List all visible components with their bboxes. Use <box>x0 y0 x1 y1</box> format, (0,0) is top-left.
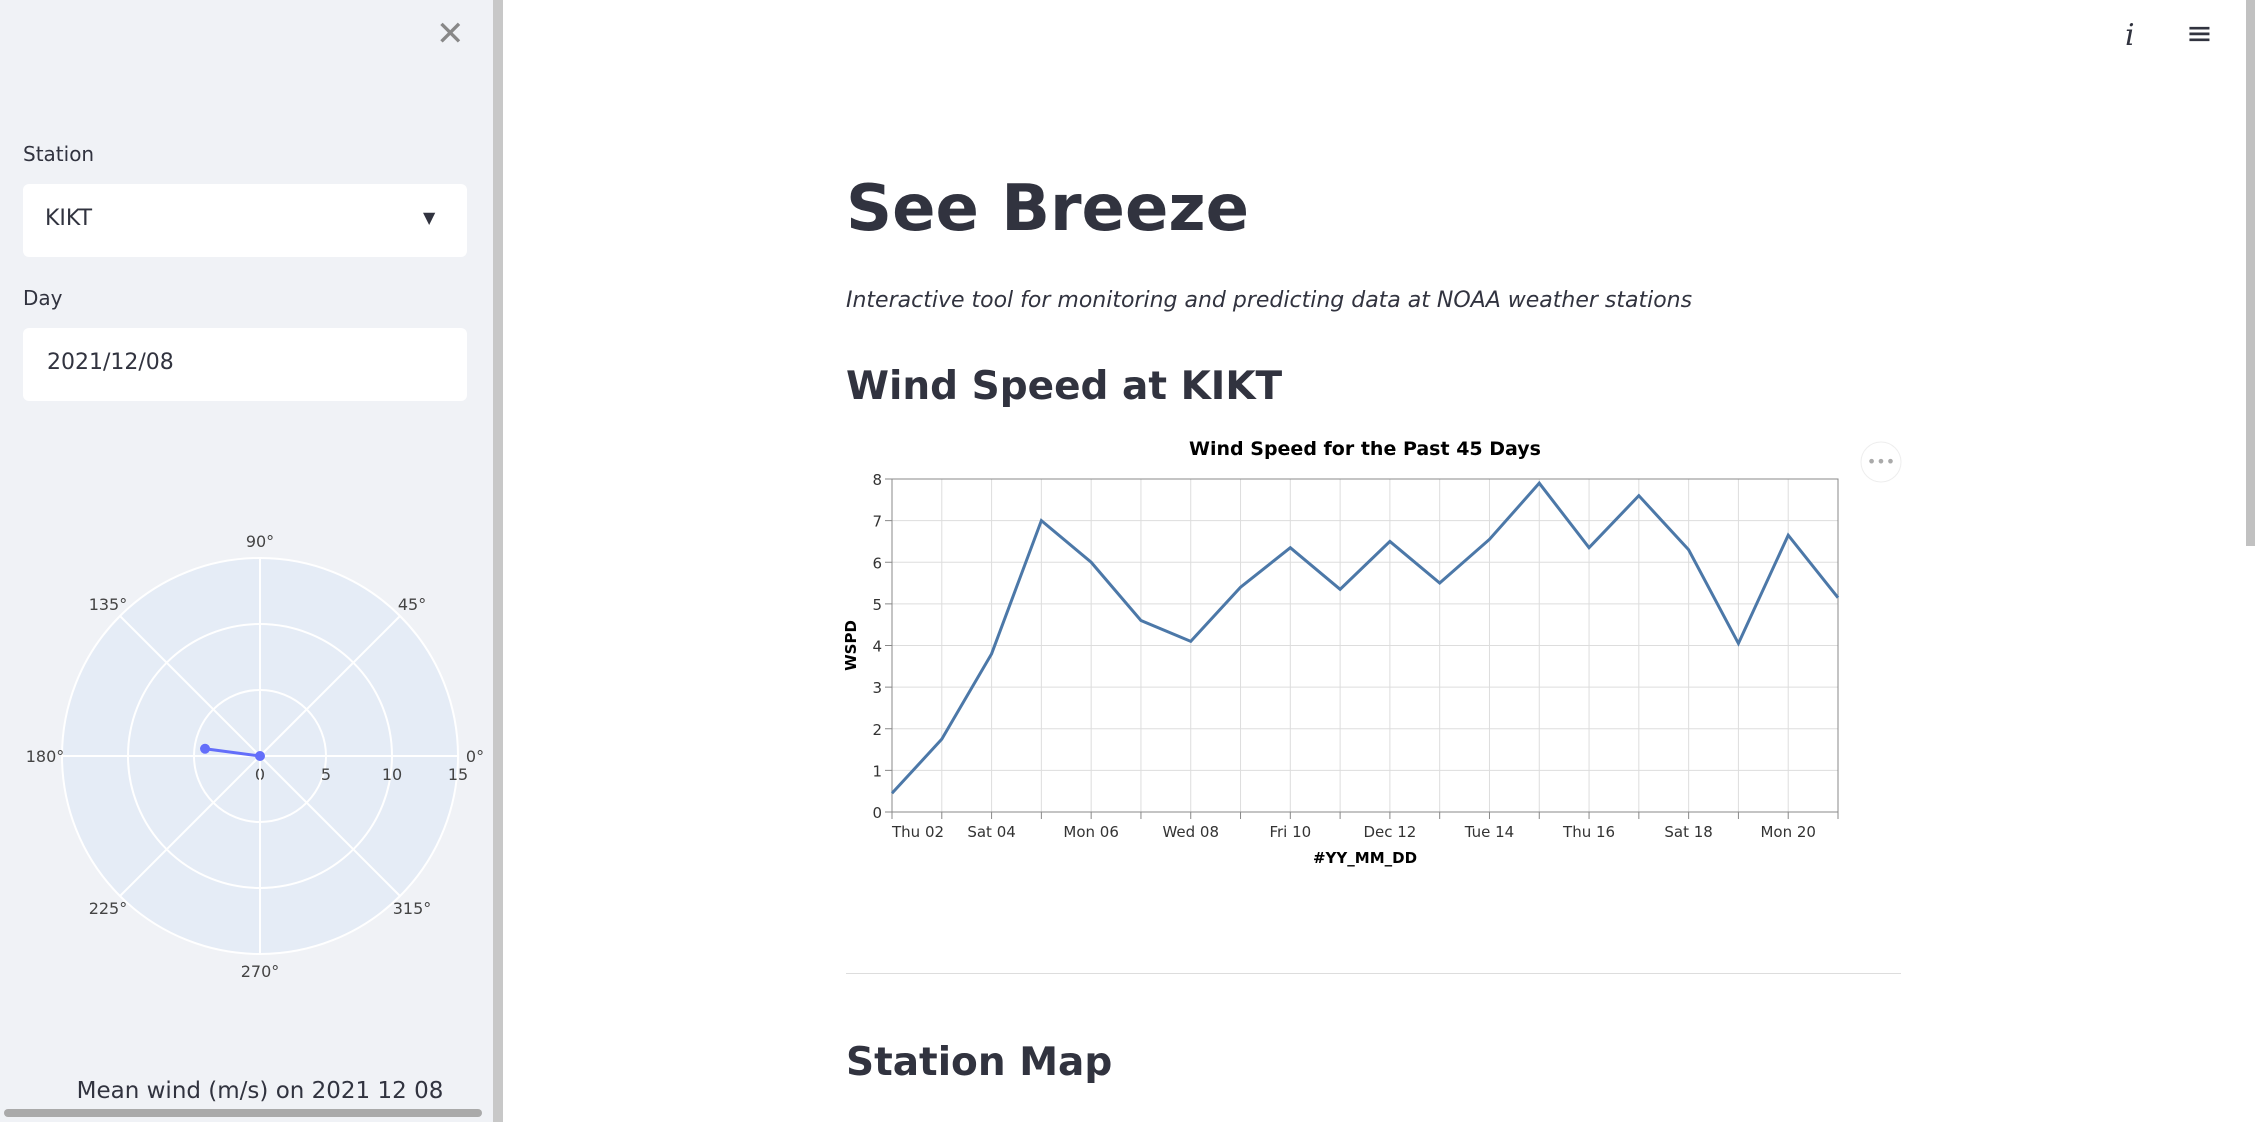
angular-tick-label: 0° <box>466 747 484 766</box>
day-value: 2021/12/08 <box>47 350 174 375</box>
chart-menu[interactable] <box>1860 441 1902 483</box>
divider <box>846 973 1901 974</box>
day-label: Day <box>23 286 63 310</box>
y-tick-label: 6 <box>872 554 882 572</box>
close-button[interactable]: ✕ <box>436 14 465 54</box>
radial-tick-label: 10 <box>382 765 402 784</box>
radial-tick-label: 15 <box>448 765 468 784</box>
resize-bar[interactable] <box>493 0 503 1122</box>
x-tick-label: Thu 16 <box>1562 823 1615 841</box>
x-tick-label: Mon 06 <box>1063 823 1118 841</box>
plot-frame <box>891 478 1839 813</box>
station-label: Station <box>23 142 95 166</box>
angular-tick-label: 135° <box>89 595 128 614</box>
angular-tick-label: 90° <box>246 532 274 551</box>
section2-title: Station Map <box>846 1040 1113 1085</box>
x-tick-label: Tue 14 <box>1464 823 1514 841</box>
h-scrollbar[interactable] <box>4 1109 482 1117</box>
y-tick-label: 2 <box>872 721 882 739</box>
x-axis-title: #YY_MM_DD <box>1313 849 1417 867</box>
angular-tick-label: 180° <box>26 747 65 766</box>
chart-menu-dots: ••• <box>1867 452 1895 471</box>
angular-tick-label: 270° <box>241 962 280 981</box>
polar-point <box>255 751 265 761</box>
angular-grid <box>119 615 261 757</box>
line-chart: Wind Speed for the Past 45 Days ••• 0 1 2 3 4 5… <box>842 438 1902 867</box>
y-tick-label: 8 <box>872 471 882 489</box>
v-scrollbar[interactable] <box>2246 0 2255 546</box>
angular-grid <box>119 755 261 897</box>
polar-point <box>200 743 211 754</box>
menu-icon[interactable]: ≡ <box>2186 14 2213 52</box>
x-tick-label: Fri 10 <box>1269 823 1311 841</box>
subtitle: Interactive tool for monitoring and pred… <box>846 288 1693 313</box>
chart-title: Wind Speed for the Past 45 Days <box>1189 438 1541 460</box>
x-tick-label: Mon 20 <box>1760 823 1815 841</box>
angular-grid <box>259 615 401 757</box>
station-value: KIKT <box>45 206 93 231</box>
radial-tick-label: 5 <box>321 765 331 784</box>
polar-line <box>204 747 261 758</box>
angular-grid <box>259 755 401 897</box>
about-icon[interactable]: i <box>2125 18 2135 53</box>
day-input[interactable]: 2021/12/08 <box>23 328 467 401</box>
angular-tick-label: 315° <box>393 899 432 918</box>
x-tick-label: Sat 04 <box>967 823 1015 841</box>
angular-tick-label: 225° <box>89 899 128 918</box>
section-title: Wind Speed at KIKT <box>846 364 1283 409</box>
sidebar: ✕ Station KIKT ▼ Day 2021/12/08 0510150°… <box>0 0 493 1122</box>
y-tick-label: 3 <box>872 679 882 697</box>
y-tick-label: 0 <box>872 804 882 822</box>
line-series <box>890 480 1840 795</box>
y-tick-label: 7 <box>872 513 882 531</box>
y-tick-label: 4 <box>872 638 882 656</box>
x-tick-label: Wed 08 <box>1162 823 1219 841</box>
x-tick-label: Thu 02 <box>891 823 944 841</box>
x-tick-label: Dec 12 <box>1363 823 1416 841</box>
angular-tick-label: 45° <box>398 595 426 614</box>
y-axis-title: WSPD <box>842 620 860 671</box>
dropdown-arrow: ▼ <box>423 208 436 227</box>
y-tick-label: 1 <box>872 762 882 780</box>
caption: Mean wind (m/s) on 2021 12 08 <box>76 1078 444 1104</box>
polar-chart: 0510150°45°90°135°180°225°270°315° <box>26 532 484 981</box>
page-title: See Breeze <box>846 172 1249 246</box>
y-tick-label: 5 <box>872 596 882 614</box>
station-select[interactable]: KIKT ▼ <box>23 184 467 257</box>
x-tick-label: Sat 18 <box>1664 823 1712 841</box>
